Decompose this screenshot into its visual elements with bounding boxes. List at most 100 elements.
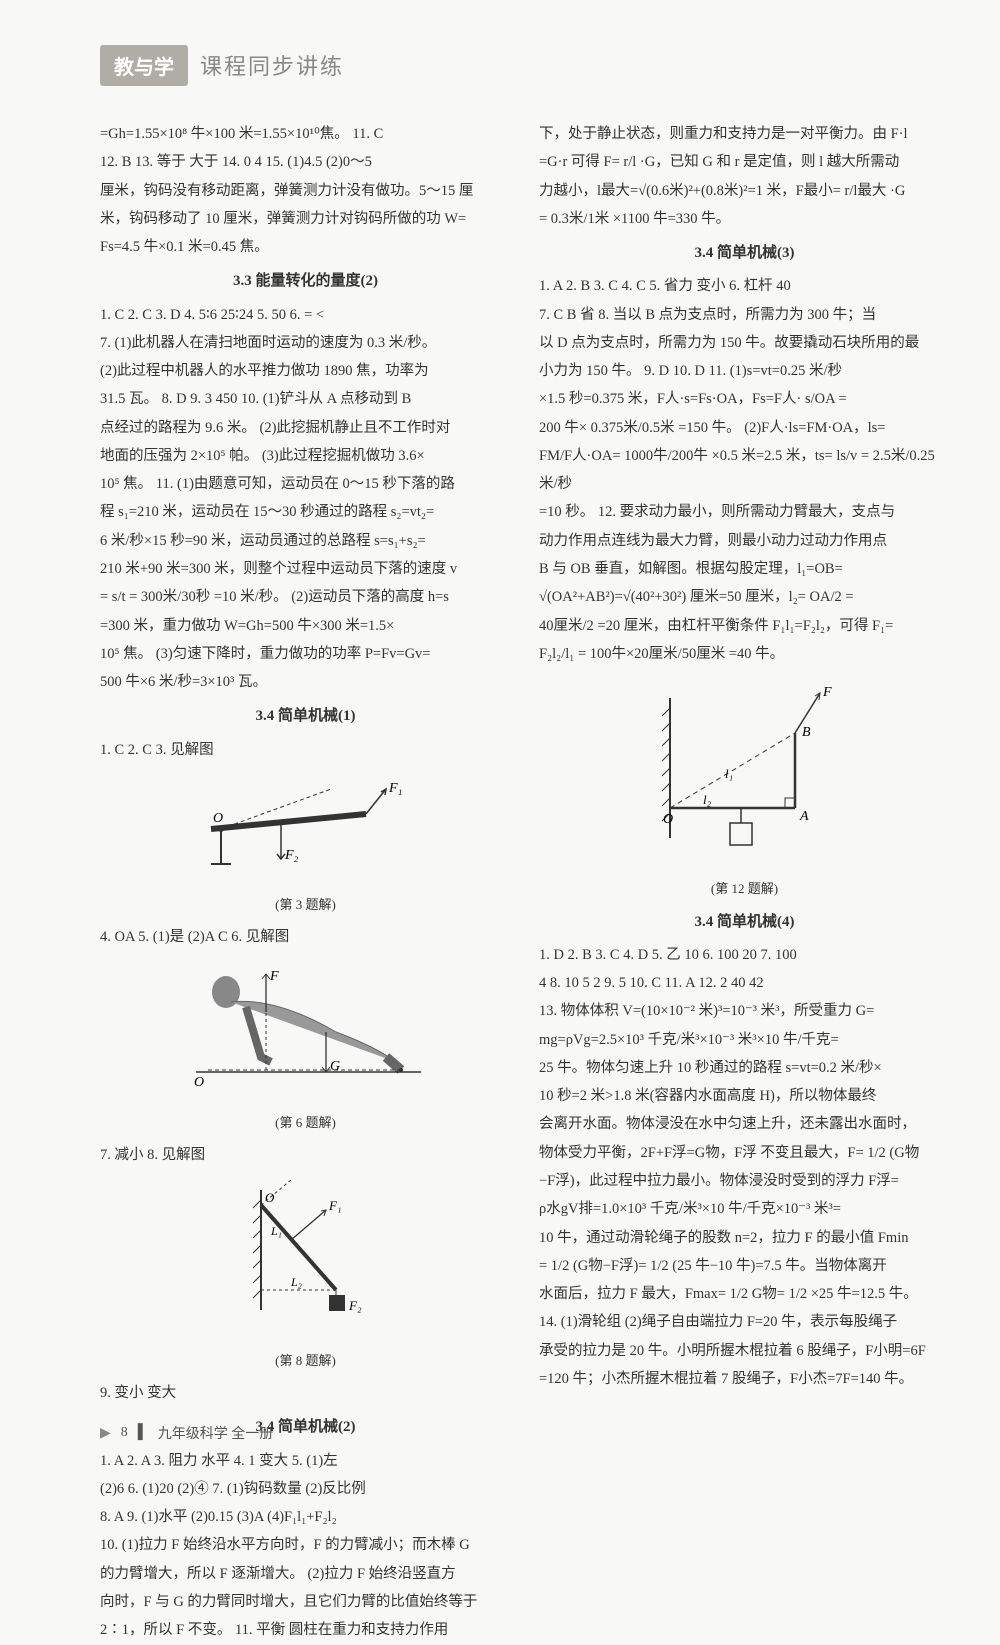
wall-lever-diagram-icon: O F₁ L₁ F₂ L₂	[231, 1180, 381, 1330]
text-line: 地面的压强为 2×10⁵ 帕。 (3)此过程挖掘机做功 3.6×	[100, 442, 511, 470]
svg-text:F: F	[269, 969, 279, 984]
text-line: 12. B 13. 等于 大于 14. 0 4 15. (1)4.5 (2)0～…	[100, 148, 511, 176]
svg-text:F₂: F₂	[284, 848, 299, 863]
svg-text:B: B	[802, 725, 811, 740]
text-line: 25 牛。物体匀速上升 10 秒通过的路程 s=vt=0.2 米/秒×	[539, 1054, 950, 1082]
text-line: F₂l₂/l₁ = 100牛×20厘米/50厘米 =40 牛。	[539, 640, 950, 668]
text-line: ρ水gV排=1.0×10³ 千克/米³×10 牛/千克×10⁻³ 米³=	[539, 1195, 950, 1223]
text-line: 7. (1)此机器人在清扫地面时运动的速度为 0.3 米/秒。	[100, 329, 511, 357]
text-line: 小力为 150 牛。 9. D 10. D 11. (1)s=vt=0.25 米…	[539, 357, 950, 385]
text-line: 13. 物体体积 V=(10×10⁻² 米)³=10⁻³ 米³，所受重力 G=	[539, 997, 950, 1025]
text-line: 10 秒=2 米>1.8 米(容器内水面高度 H)，所以物体最终	[539, 1082, 950, 1110]
text-line: 1. C 2. C 3. 见解图	[100, 736, 511, 764]
text-line: 31.5 瓦。 8. D 9. 3 450 10. (1)铲斗从 A 点移动到 …	[100, 385, 511, 413]
figure-caption: (第 12 题解)	[539, 876, 950, 901]
text-line: 210 米+90 米=300 米，则整个过程中运动员下落的速度 v	[100, 555, 511, 583]
footer-arrow-icon: ▶	[100, 1425, 111, 1442]
text-line: −F浮)，此过程中拉力最小。物体浸没时受到的浮力 F浮=	[539, 1167, 950, 1195]
text-line: 500 牛×6 米/秒=3×10³ 瓦。	[100, 668, 511, 696]
header-logo: 教与学	[100, 45, 188, 86]
text-line: 米，钩码移动了 10 厘米，弹簧测力计对钩码所做的功 W=	[100, 205, 511, 233]
svg-text:G: G	[330, 1059, 340, 1074]
svg-text:O: O	[213, 811, 223, 826]
text-line: 8. A 9. (1)水平 (2)0.15 (3)A (4)F₁l₁+F₂l₂	[100, 1503, 511, 1531]
text-line: =300 米，重力做功 W=Gh=500 牛×300 米=1.5×	[100, 612, 511, 640]
svg-text:O: O	[663, 812, 673, 827]
text-line: 2∶1，所以 F 不变。 11. 平衡 圆柱在重力和支持力作用	[100, 1616, 511, 1644]
left-column: =Gh=1.55×10⁸ 牛×100 米=1.55×10¹⁰焦。 11. C 1…	[100, 120, 511, 1645]
text-line: 下，处于静止状态，则重力和支持力是一对平衡力。由 F·l	[539, 120, 950, 148]
svg-text:l₂: l₂	[703, 792, 712, 807]
text-line: ×1.5 秒=0.375 米，F人·s=Fs·OA，Fs=F人· s/OA =	[539, 385, 950, 413]
text-line: (2)6 6. (1)20 (2)④ 7. (1)钩码数量 (2)反比例	[100, 1475, 511, 1503]
text-line: = 0.3米/1米 ×1100 牛=330 牛。	[539, 205, 950, 233]
text-line: FM/F人·OA= 1000牛/200牛 ×0.5 米=2.5 米，ts= ls…	[539, 442, 950, 499]
text-line: 4 8. 10 5 2 9. 5 10. C 11. A 12. 2 40 42	[539, 969, 950, 997]
two-column-layout: =Gh=1.55×10⁸ 牛×100 米=1.55×10¹⁰焦。 11. C 1…	[100, 120, 950, 1645]
figure-caption: (第 3 题解)	[100, 892, 511, 917]
section-title: 3.4 简单机械(3)	[539, 239, 950, 268]
svg-text:F₁: F₁	[388, 781, 402, 796]
page-number: 8	[121, 1425, 128, 1441]
figure-caption: (第 8 题解)	[100, 1348, 511, 1373]
text-line: 力越小，l最大=√(0.6米)²+(0.8米)²=1 米，F最小= r/l最大 …	[539, 177, 950, 205]
text-line: 厘米，钩码没有移动距离，弹簧测力计没有做功。5～15 厘	[100, 177, 511, 205]
footer-divider: ▌	[138, 1425, 148, 1441]
svg-text:l₁: l₁	[725, 766, 733, 781]
section-title: 3.4 简单机械(1)	[100, 702, 511, 731]
svg-text:F₂: F₂	[348, 1298, 362, 1313]
text-line: 4. OA 5. (1)是 (2)A C 6. 见解图	[100, 923, 511, 951]
figure-caption: (第 6 题解)	[100, 1110, 511, 1135]
text-line: 点经过的路程为 9.6 米。 (2)此挖掘机静止且不工作时对	[100, 414, 511, 442]
text-line: √(OA²+AB²)=√(40²+30²) 厘米=50 厘米，l₂= OA/2 …	[539, 583, 950, 611]
text-line: 40厘米/2 =20 厘米，由杠杆平衡条件 F₁l₁=F₂l₂，可得 F₁=	[539, 612, 950, 640]
text-line: = 1/2 (G物−F浮)= 1/2 (25 牛−10 牛)=7.5 牛。当物体…	[539, 1252, 950, 1280]
text-line: 1. A 2. A 3. 阻力 水平 4. 1 变大 5. (1)左	[100, 1447, 511, 1475]
text-line: 10⁵ 焦。 11. (1)由题意可知，运动员在 0～15 秒下落的路	[100, 470, 511, 498]
pushup-diagram-icon: O G F	[176, 962, 436, 1092]
text-line: 动力作用点连线为最大力臂，则最小动力过动力作用点	[539, 527, 950, 555]
figure-6: O G F (第 6 题解)	[100, 958, 511, 1136]
text-line: 以 D 点为支点时，所需力为 150 牛。故要撬动石块所用的最	[539, 329, 950, 357]
section-title: 3.3 能量转化的量度(2)	[100, 267, 511, 296]
text-line: =10 秒。 12. 要求动力最小，则所需动力臂最大，支点与	[539, 498, 950, 526]
text-line: B 与 OB 垂直，如解图。根据勾股定理，l₁=OB=	[539, 555, 950, 583]
text-line: 水面后，拉力 F 最大，Fmax= 1/2 G物= 1/2 ×25 牛=12.5…	[539, 1280, 950, 1308]
text-line: 7. C B 省 8. 当以 B 点为支点时，所需力为 300 牛；当	[539, 301, 950, 329]
figure-3: O F₁ F₂ (第 3 题解)	[100, 770, 511, 918]
figure-12: O A B F l₁ l₂ (第 12 题解)	[539, 674, 950, 902]
text-line: 1. D 2. B 3. C 4. D 5. 乙 10 6. 100 20 7.…	[539, 941, 950, 969]
figure-8: O F₁ L₁ F₂ L₂ (第 8 题解)	[100, 1176, 511, 1374]
text-line: 程 s₁=210 米，运动员在 15～30 秒通过的路程 s₂=vt₂=	[100, 498, 511, 526]
svg-text:A: A	[799, 809, 809, 824]
svg-text:L₂: L₂	[290, 1275, 302, 1289]
svg-text:F: F	[822, 685, 832, 700]
text-line: 9. 变小 变大	[100, 1379, 511, 1407]
text-line: 6 米/秒×15 秒=90 米，运动员通过的总路程 s=s₁+s₂=	[100, 527, 511, 555]
text-line: 14. (1)滑轮组 (2)绳子自由端拉力 F=20 牛，表示每股绳子	[539, 1308, 950, 1336]
text-line: =Gh=1.55×10⁸ 牛×100 米=1.55×10¹⁰焦。 11. C	[100, 120, 511, 148]
text-line: 向时，F 与 G 的力臂同时增大，且它们力臂的比值始终等于	[100, 1588, 511, 1616]
text-line: 会离开水面。物体浸没在水中匀速上升，还未露出水面时，	[539, 1110, 950, 1138]
text-line: 10. (1)拉力 F 始终沿水平方向时，F 的力臂减小；而木棒 G	[100, 1531, 511, 1559]
page-footer: ▶ 8 ▌ 九年级科学 全一册	[100, 1423, 273, 1443]
text-line: 1. A 2. B 3. C 4. C 5. 省力 变小 6. 杠杆 40	[539, 272, 950, 300]
svg-text:O: O	[194, 1075, 204, 1090]
lever-diagram-icon: O F₁ F₂	[191, 774, 421, 874]
text-line: 物体受力平衡，2F+F浮=G物，F浮 不变且最大，F= 1/2 (G物	[539, 1139, 950, 1167]
svg-text:L₁: L₁	[270, 1224, 282, 1238]
triangle-lever-diagram-icon: O A B F l₁ l₂	[635, 678, 855, 858]
text-line: 10 牛，通过动滑轮绳子的股数 n=2，拉力 F 的最小值 Fmin	[539, 1224, 950, 1252]
text-line: 1. C 2. C 3. D 4. 5∶6 25∶24 5. 50 6. = <	[100, 301, 511, 329]
text-line: =120 牛；小杰所握木棍拉着 7 股绳子，F小杰=7F=140 牛。	[539, 1365, 950, 1393]
header-title: 课程同步讲练	[200, 49, 344, 81]
text-line: mg=ρVg=2.5×10³ 千克/米³×10⁻³ 米³×10 牛/千克=	[539, 1026, 950, 1054]
right-column: 下，处于静止状态，则重力和支持力是一对平衡力。由 F·l =G·r 可得 F= …	[539, 120, 950, 1645]
text-line: 200 牛× 0.375米/0.5米 =150 牛。 (2)F人·ls=FM·O…	[539, 414, 950, 442]
text-line: 的力臂增大，所以 F 逐渐增大。 (2)拉力 F 始终沿竖直方	[100, 1560, 511, 1588]
page: 教与学 课程同步讲练 =Gh=1.55×10⁸ 牛×100 米=1.55×10¹…	[0, 0, 1000, 1467]
text-line: Fs=4.5 牛×0.1 米=0.45 焦。	[100, 233, 511, 261]
text-line: 承受的拉力是 20 牛。小明所握木棍拉着 6 股绳子，F小明=6F	[539, 1337, 950, 1365]
svg-text:O: O	[265, 1190, 275, 1205]
text-line: 10⁵ 焦。 (3)匀速下降时，重力做功的功率 P=Fv=Gv=	[100, 640, 511, 668]
